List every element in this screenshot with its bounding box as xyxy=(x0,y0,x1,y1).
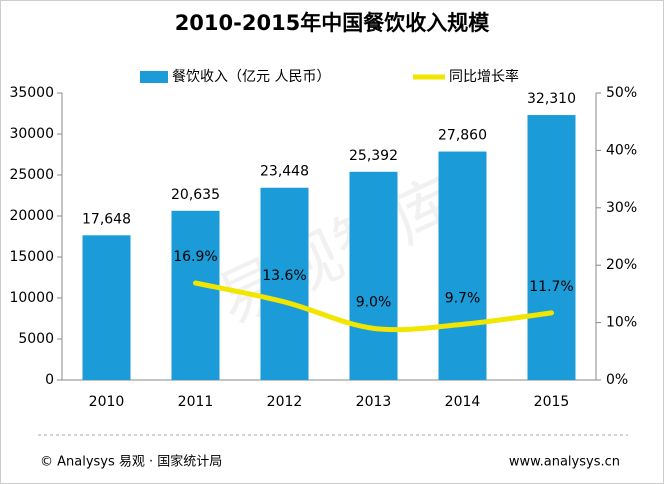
website: www.analysys.cn xyxy=(509,455,620,470)
bar xyxy=(438,151,487,380)
line-value-label: 9.7% xyxy=(445,290,481,306)
source: © Analysys 易观 · 国家统计局 xyxy=(40,454,222,470)
bar xyxy=(527,115,576,381)
x-tick-label: 2015 xyxy=(534,394,570,410)
x-tick-label: 2014 xyxy=(445,394,481,410)
y-tick-label: 15000 xyxy=(9,249,54,265)
y-tick-label: 35000 xyxy=(9,85,54,101)
y-tick-label: 30000 xyxy=(9,126,54,142)
bar-value-label: 17,648 xyxy=(82,211,131,227)
y-tick-label: 5000 xyxy=(18,331,54,347)
line-value-label: 16.9% xyxy=(173,249,217,265)
y2-tick-label: 30% xyxy=(606,200,637,216)
bar-value-label: 25,392 xyxy=(349,148,398,164)
bar-value-label: 20,635 xyxy=(171,187,220,203)
legend-swatch xyxy=(140,71,168,83)
bar-value-label: 23,448 xyxy=(260,164,309,180)
y2-tick-label: 0% xyxy=(606,372,628,388)
x-tick-label: 2010 xyxy=(89,394,125,410)
bar xyxy=(260,187,309,380)
bar-value-label: 32,310 xyxy=(527,91,576,107)
bar xyxy=(349,171,398,380)
bar xyxy=(82,235,131,380)
legend-label: 同比增长率 xyxy=(449,68,519,85)
x-tick-label: 2012 xyxy=(267,394,303,410)
line xyxy=(193,280,554,333)
x-tick-label: 2013 xyxy=(356,394,392,410)
y2-tick-label: 10% xyxy=(606,315,637,331)
bar-value-label: 27,860 xyxy=(438,128,487,144)
y-tick-label: 10000 xyxy=(9,290,54,306)
line-value-label: 11.7% xyxy=(529,279,573,295)
y-tick-label: 25000 xyxy=(9,167,54,183)
y2-tick-label: 40% xyxy=(606,142,637,158)
y-tick-label: 20000 xyxy=(9,208,54,224)
line-value-label: 13.6% xyxy=(262,268,306,284)
chart-title: 2010-2015年中国餐饮收入规模 xyxy=(175,11,491,35)
x-tick-label: 2011 xyxy=(178,394,214,410)
line-value-label: 9.0% xyxy=(356,294,392,310)
bar xyxy=(171,210,220,380)
legend-label: 餐饮收入（亿元 人民币） xyxy=(172,69,330,85)
y-tick-label: 0 xyxy=(45,372,54,388)
y2-tick-label: 50% xyxy=(606,85,637,101)
y2-tick-label: 20% xyxy=(606,257,637,273)
